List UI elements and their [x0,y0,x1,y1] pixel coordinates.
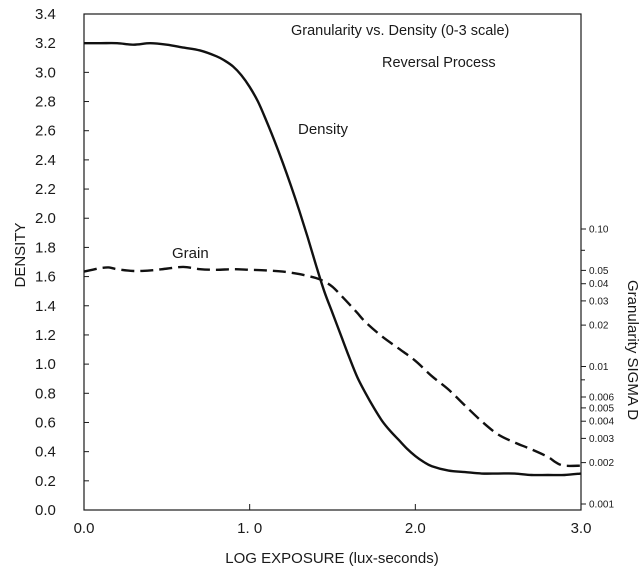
grain-line [83,265,582,468]
y-tick-label: 1.4 [35,298,56,315]
y2-tick-label: 0.10 [589,225,609,236]
y2-tick-label: 0.003 [589,434,614,445]
y-tick-label: 3.2 [35,35,56,52]
y-tick-label: 0.4 [35,444,56,461]
y2-tick-label: 0.006 [589,393,614,404]
y-tick-label: 2.6 [35,123,56,140]
x-tick-label: 2.0 [405,520,426,537]
y2-tick-label: 0.002 [589,458,614,469]
series-label-density: Density [298,121,349,138]
y-tick-label: 2.2 [35,181,56,198]
y-tick-label: 0.8 [35,385,56,402]
series-label-grain: Grain [172,245,209,262]
y-tick-label: 1.2 [35,327,56,344]
y-tick-label: 1.0 [35,356,56,373]
y2-tick-label: 0.02 [589,321,609,332]
series-lines [83,41,582,477]
y-tick-label: 1.8 [35,239,56,256]
x-tick-label: 0.0 [74,520,95,537]
y2-tick-label: 0.03 [589,296,609,307]
y-tick-label: 0.2 [35,473,56,490]
y-tick-label: 1.6 [35,269,56,286]
chart-title: Granularity vs. Density (0-3 scale) [291,23,509,39]
tick-labels: 0.0 0.2 0.4 0.6 0.8 1.0 1.2 1.4 1.6 1.8 2.0 2.2 2.4 2… [35,6,614,537]
y-tick-label: 0.0 [35,502,56,519]
y-tick-label: 2.4 [35,152,56,169]
chart-subtitle: Reversal Process [382,55,496,71]
y2-axis-title: Granularity SIGMA D [624,280,641,420]
y-tick-label: 0.6 [35,414,56,431]
y-tick-label: 3.0 [35,64,56,81]
x-tick-label: 3.0 [571,520,592,537]
density-line [84,41,582,477]
x-tick-label: 1. 0 [237,520,262,537]
x-axis-title: LOG EXPOSURE (lux-seconds) [225,550,438,567]
y-axis-title: DENSITY [12,222,29,287]
plot-frame [83,13,582,511]
y2-tick-label: 0.001 [589,500,614,511]
y-tick-label: 2.0 [35,210,56,227]
y2-tick-label: 0.004 [589,417,614,428]
y2-tick-label: 0.01 [589,362,609,373]
y-tick-label: 3.4 [35,6,56,23]
y2-tick-label: 0.005 [589,403,614,414]
y2-tick-label: 0.05 [589,266,609,277]
y-tick-label: 2.8 [35,94,56,111]
y2-tick-label: 0.04 [589,279,609,290]
tick-marks [83,13,586,511]
